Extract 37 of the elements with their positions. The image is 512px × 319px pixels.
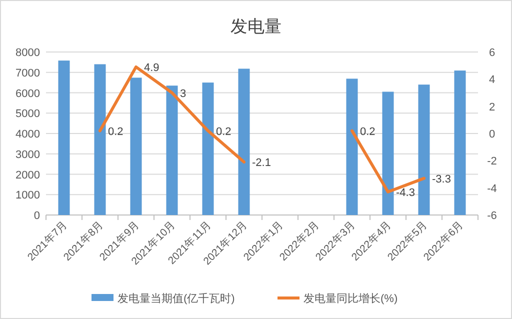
y2-tick-label: -2 — [487, 156, 497, 168]
bar — [418, 84, 430, 215]
y2-tick-label: 0 — [488, 128, 496, 140]
data-label: 0.2 — [108, 126, 124, 138]
legend-label: 发电量当期值(亿千瓦时) — [118, 292, 235, 305]
data-label: -2.1 — [252, 157, 271, 170]
bar — [58, 60, 70, 215]
y2-tick-label: 6 — [488, 47, 496, 59]
legend-label: 发电量同比增长(%) — [304, 292, 398, 305]
y-tick-label: 2000 — [16, 169, 40, 182]
bar — [202, 82, 214, 215]
bar — [346, 78, 358, 215]
data-label: 4.9 — [144, 62, 160, 74]
bar — [130, 78, 142, 215]
bar — [94, 64, 106, 215]
y-tick-label: 1000 — [16, 190, 40, 202]
data-label: -3.3 — [432, 173, 451, 186]
y-tick-label: 5000 — [16, 108, 40, 120]
data-label: 3 — [180, 88, 186, 100]
y-tick-label: 7000 — [16, 67, 40, 80]
y2-tick-label: 2 — [488, 101, 496, 114]
y-tick-label: 0 — [34, 210, 40, 222]
y2-tick-label: 4 — [488, 74, 496, 86]
data-label: 0.2 — [216, 126, 232, 138]
y-tick-label: 3000 — [16, 148, 40, 161]
bar — [166, 86, 178, 215]
bar — [238, 68, 250, 215]
data-label: 0.2 — [360, 126, 376, 138]
y2-tick-label: -4 — [487, 182, 497, 195]
data-label: -4.3 — [396, 186, 415, 199]
y-tick-label: 6000 — [16, 88, 40, 100]
bar — [454, 70, 466, 215]
chart-title: 发电量 — [230, 17, 282, 36]
y-tick-label: 8000 — [16, 47, 40, 59]
y-tick-label: 4000 — [16, 128, 40, 140]
y2-tick-label: -6 — [487, 210, 497, 222]
bar — [382, 92, 394, 215]
